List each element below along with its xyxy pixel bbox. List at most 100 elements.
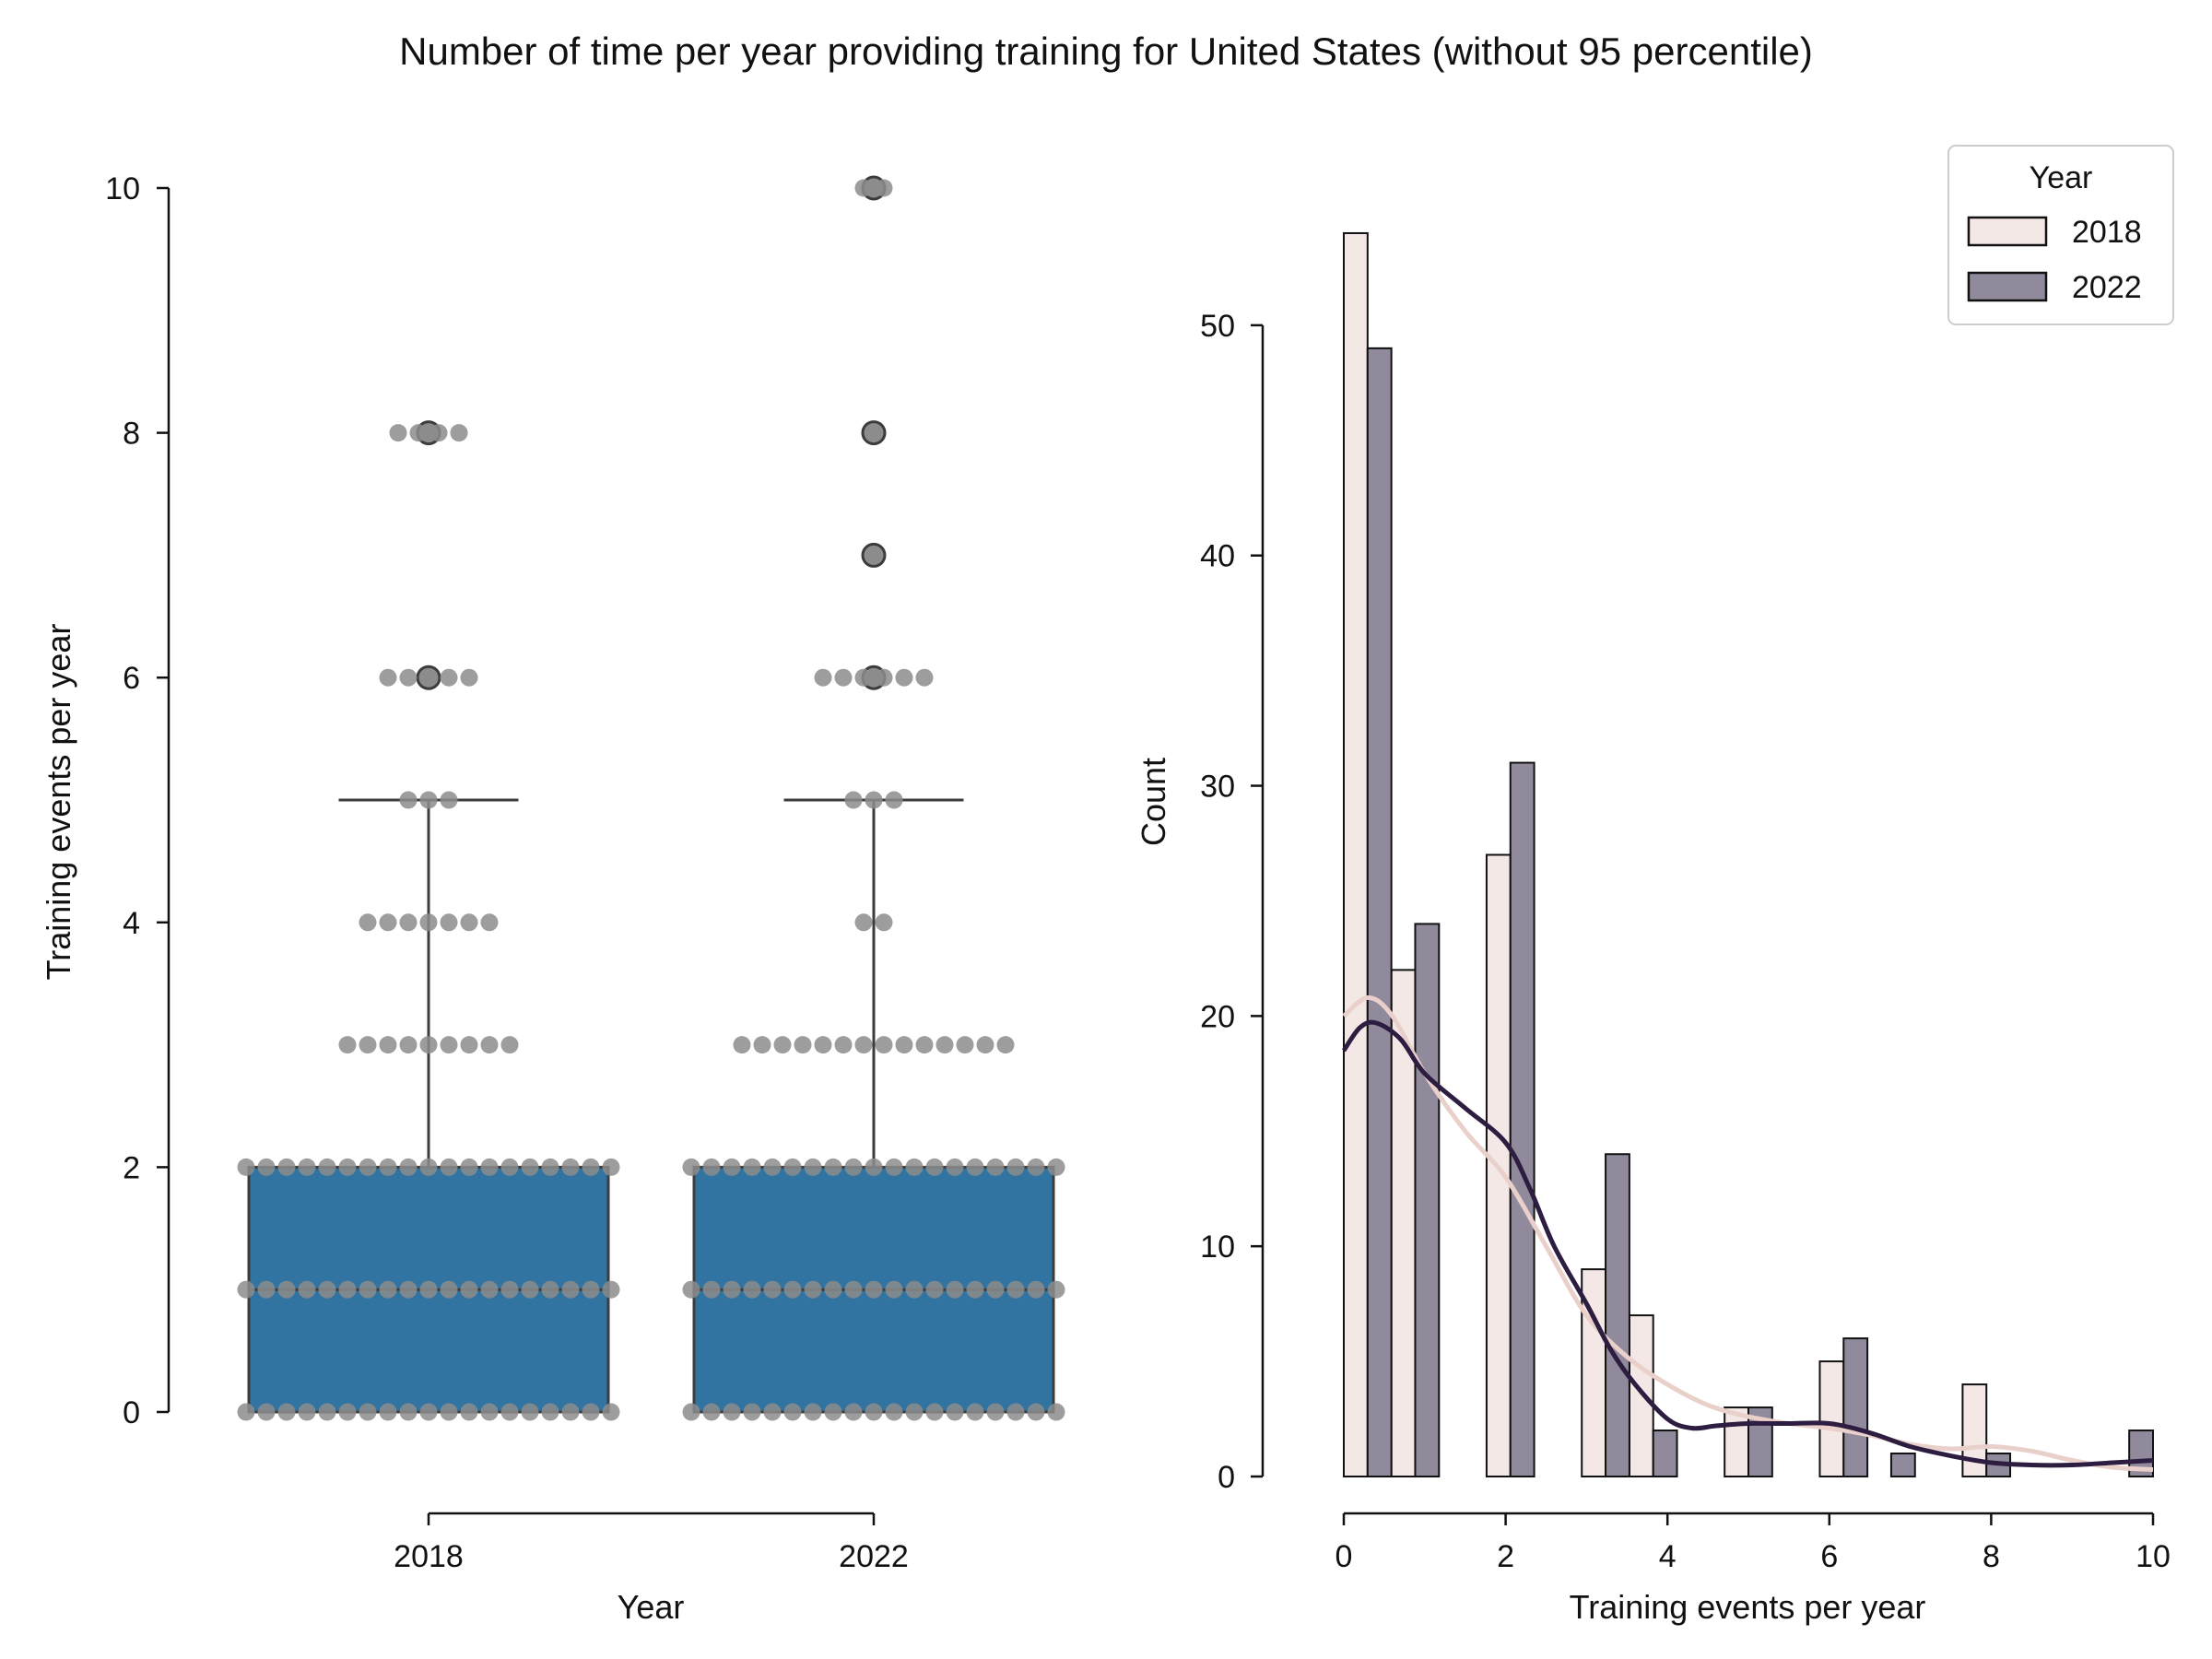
- right-y-tick-label: 0: [1218, 1460, 1235, 1495]
- swarm-points: [237, 179, 1065, 1421]
- swarm-point: [966, 1280, 984, 1299]
- swarm-point: [602, 1158, 620, 1176]
- swarm-point: [753, 1036, 771, 1054]
- swarm-point: [399, 913, 418, 932]
- left-x-axis: 2018 2022: [394, 1512, 909, 1574]
- swarm-point: [783, 1403, 802, 1421]
- swarm-point: [480, 913, 499, 932]
- left-y-tick-label: 0: [123, 1395, 140, 1430]
- legend: Year 2018 2022: [1947, 145, 2174, 325]
- left-y-tick-label: 4: [123, 906, 140, 941]
- swarm-point: [480, 1403, 499, 1421]
- swarm-point: [743, 1158, 761, 1176]
- swarm-point: [561, 1280, 580, 1299]
- swarm-point: [277, 1280, 296, 1299]
- swarm-point: [723, 1158, 741, 1176]
- swarm-point: [854, 179, 873, 197]
- swarm-point: [338, 1036, 357, 1054]
- swarm-point: [976, 1036, 994, 1054]
- swarm-point: [521, 1280, 539, 1299]
- swarm-point: [865, 424, 883, 442]
- swarm-point: [257, 1403, 276, 1421]
- swarm-point: [763, 1403, 782, 1421]
- swarm-point: [1006, 1158, 1025, 1176]
- swarm-point: [359, 1403, 377, 1421]
- swarm-point: [905, 1280, 924, 1299]
- swarm-point: [359, 1280, 377, 1299]
- histogram-bar-2022: [1366, 347, 1393, 1477]
- swarm-point: [480, 1036, 499, 1054]
- box-elements: [247, 175, 1055, 1414]
- swarm-point: [460, 1280, 478, 1299]
- swarm-point: [440, 1280, 458, 1299]
- swarm-point: [338, 1158, 357, 1176]
- swarm-point: [682, 1280, 700, 1299]
- swarm-point: [966, 1403, 984, 1421]
- swarm-point: [298, 1280, 316, 1299]
- swarm-point: [379, 668, 397, 687]
- left-y-axis-label: Training events per year: [40, 624, 77, 981]
- swarm-point: [925, 1280, 944, 1299]
- swarm-point: [460, 1403, 478, 1421]
- swarm-point: [440, 913, 458, 932]
- swarm-point: [783, 1158, 802, 1176]
- swarm-point: [257, 1158, 276, 1176]
- right-y-tick-label: 20: [1200, 999, 1235, 1034]
- kde-curve-2018: [1342, 994, 2154, 1473]
- swarm-point: [824, 1158, 842, 1176]
- swarm-point: [500, 1158, 519, 1176]
- swarm-point: [419, 1036, 438, 1054]
- legend-title: Year: [2030, 160, 2093, 195]
- histogram-bar-2022: [1414, 923, 1441, 1477]
- swarm-point: [946, 1403, 964, 1421]
- swarm-point: [783, 1280, 802, 1299]
- swarm-point: [925, 1403, 944, 1421]
- swarm-point: [602, 1403, 620, 1421]
- swarm-point: [460, 668, 478, 687]
- swarm-point: [804, 1280, 822, 1299]
- swarm-point: [946, 1158, 964, 1176]
- right-y-axis-label: Count: [1135, 758, 1172, 846]
- swarm-point: [500, 1403, 519, 1421]
- swarm-point: [359, 913, 377, 932]
- left-y-axis: 0 2 4 6 8 10: [105, 171, 171, 1430]
- swarm-point: [702, 1403, 721, 1421]
- swarm-point: [541, 1403, 559, 1421]
- swarm-point: [854, 668, 873, 687]
- swarm-point: [905, 1158, 924, 1176]
- swarm-point: [480, 1280, 499, 1299]
- swarm-point: [480, 1158, 499, 1176]
- left-x-axis-label: Year: [618, 1588, 685, 1626]
- right-y-tick-label: 40: [1200, 539, 1235, 574]
- swarm-point: [582, 1403, 600, 1421]
- swarm-point: [1047, 1280, 1065, 1299]
- swarm-point: [1006, 1403, 1025, 1421]
- swarm-point: [379, 1158, 397, 1176]
- swarm-point: [277, 1403, 296, 1421]
- swarm-point: [419, 1158, 438, 1176]
- left-x-tick-label: 2018: [394, 1539, 464, 1574]
- swarm-point: [237, 1280, 255, 1299]
- legend-swatch-2022: [1967, 271, 2048, 302]
- swarm-point: [500, 1280, 519, 1299]
- left-y-tick-label: 8: [123, 417, 140, 452]
- swarm-point: [865, 791, 883, 809]
- right-y-axis: 0 10 20 30 40 50: [1200, 309, 1265, 1495]
- swarm-point: [1027, 1403, 1045, 1421]
- swarm-point: [844, 791, 863, 809]
- swarm-point: [763, 1280, 782, 1299]
- swarm-point: [582, 1158, 600, 1176]
- box-swarm-plot: 0 2 4 6 8 10 2018 2022 Year Training events pe…: [40, 171, 1065, 1626]
- swarm-point: [399, 1280, 418, 1299]
- histogram-bar-2022: [1605, 1153, 1630, 1477]
- swarm-point: [844, 1403, 863, 1421]
- swarm-point: [521, 1403, 539, 1421]
- swarm-point: [419, 668, 438, 687]
- legend-label-2022: 2022: [2072, 270, 2142, 305]
- swarm-point: [986, 1280, 1005, 1299]
- swarm-point: [521, 1158, 539, 1176]
- swarm-point: [824, 1403, 842, 1421]
- swarm-point: [419, 791, 438, 809]
- swarm-point: [834, 668, 853, 687]
- swarm-point: [946, 1280, 964, 1299]
